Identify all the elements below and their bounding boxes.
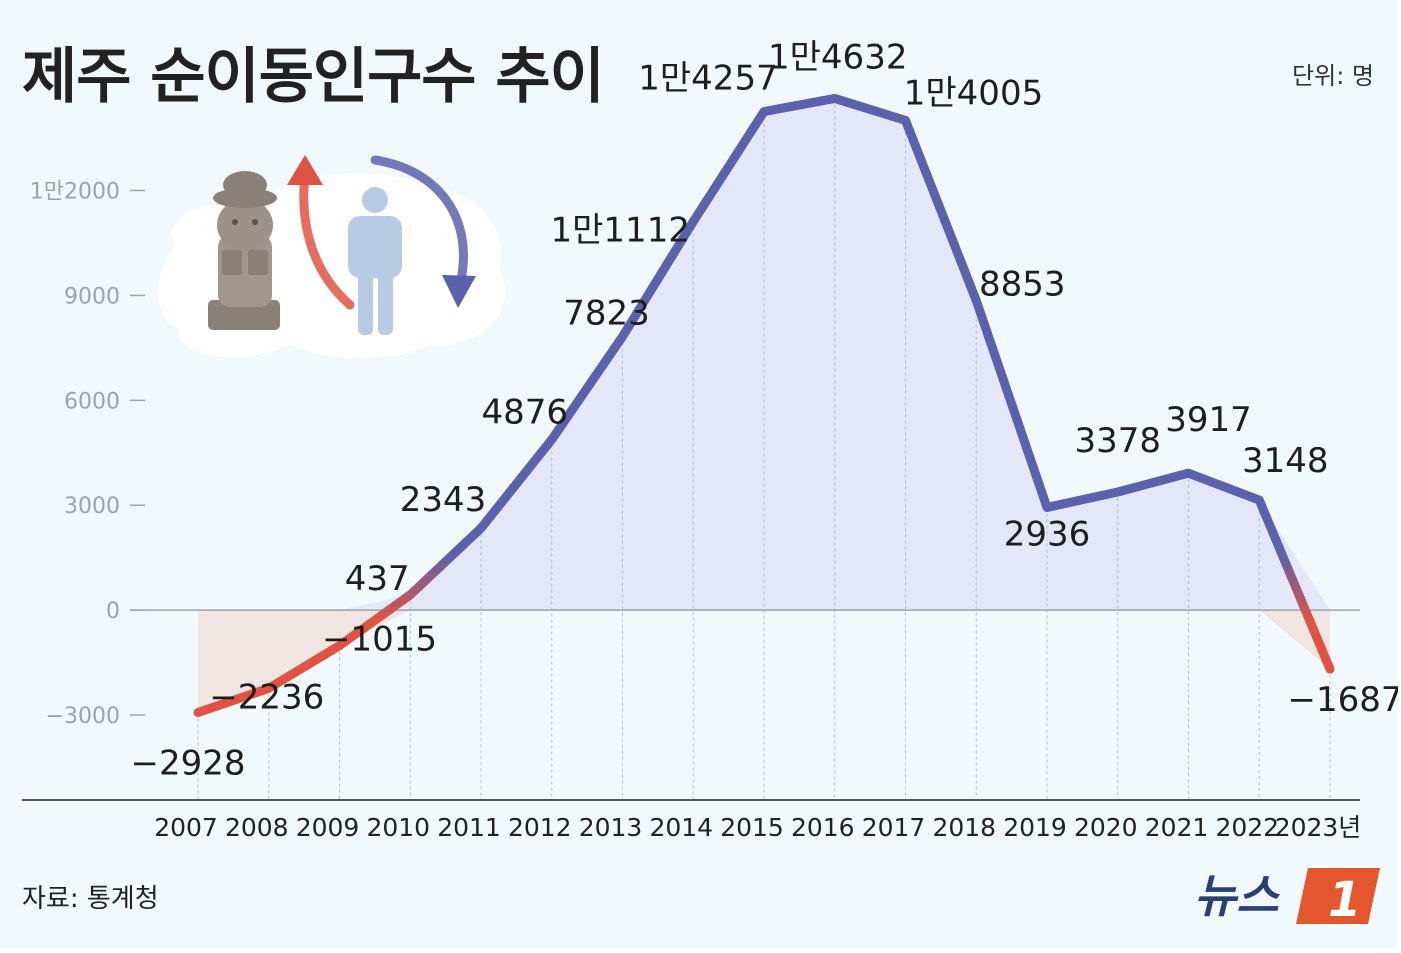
dol-hareubang-icon xyxy=(208,171,280,330)
arrow-down-icon xyxy=(370,155,468,290)
data-label: 3917 xyxy=(1165,400,1252,440)
arrow-up-icon xyxy=(299,170,355,310)
unit-label: 단위: 명 xyxy=(1292,62,1374,90)
x-tick-label: 2012 xyxy=(508,813,572,842)
data-label: 1만1112 xyxy=(551,211,690,251)
data-label: 2936 xyxy=(1004,514,1091,554)
data-label: −2236 xyxy=(209,677,324,717)
data-label: 8853 xyxy=(979,265,1066,305)
x-tick-label: 2015 xyxy=(720,813,784,842)
data-label: −2928 xyxy=(130,744,245,784)
chart-title: 제주 순이동인구수 추이 xyxy=(22,42,605,112)
news1-logo-mark xyxy=(1296,868,1380,924)
x-tick-label: 2017 xyxy=(862,813,926,842)
y-tick-label: 3000 xyxy=(64,494,120,519)
data-label: 7823 xyxy=(563,294,650,334)
y-tick-label: 0 xyxy=(106,599,120,624)
x-tick-label: 2022 xyxy=(1215,813,1279,842)
x-tick-label: 2010 xyxy=(366,813,430,842)
x-tick-label: 2020 xyxy=(1074,813,1138,842)
data-label: −1015 xyxy=(322,620,437,660)
data-label: 4876 xyxy=(481,393,568,433)
y-tick-label: 6000 xyxy=(64,389,120,414)
x-tick-label: 2016 xyxy=(791,813,855,842)
data-label: 1만4005 xyxy=(904,73,1043,113)
migration-illustration xyxy=(158,155,506,359)
data-label: 1만4257 xyxy=(638,59,777,99)
arrow-up-head xyxy=(287,155,323,185)
source-label: 자료: 통계청 xyxy=(22,884,159,914)
news1-logo-text: 뉴스 xyxy=(1194,869,1280,923)
arrow-down-head xyxy=(442,275,476,308)
data-label: 2343 xyxy=(400,480,487,520)
data-label: 1만4632 xyxy=(768,37,907,77)
x-tick-label: 2014 xyxy=(649,813,713,842)
x-tick-label: 2011 xyxy=(437,813,501,842)
person-icon xyxy=(348,187,402,335)
x-tick-label: 2009 xyxy=(296,813,360,842)
x-tick-label: 2023년 xyxy=(1275,813,1362,842)
news1-logo-number: 1 xyxy=(1328,872,1361,928)
x-tick-label: 2013 xyxy=(579,813,643,842)
y-tick-label: 9000 xyxy=(64,284,120,309)
negative-area xyxy=(198,610,1330,713)
y-tick-label: −3000 xyxy=(46,704,120,729)
x-tick-label: 2019 xyxy=(1003,813,1067,842)
news1-logo-svg: 뉴스 1 xyxy=(1194,868,1380,928)
x-tick-label: 2007 xyxy=(154,813,218,842)
data-label: 437 xyxy=(345,559,410,599)
x-tick-label: 2021 xyxy=(1145,813,1209,842)
series-line xyxy=(193,93,1335,718)
y-tick-label: 1만2000 xyxy=(30,180,120,205)
x-tick-label: 2018 xyxy=(932,813,996,842)
x-tick-label: 2008 xyxy=(225,813,289,842)
data-label: 3148 xyxy=(1242,441,1329,481)
data-label: −1687 xyxy=(1287,680,1398,720)
data-label: 3378 xyxy=(1074,421,1161,461)
jeju-island-cloud xyxy=(158,173,506,359)
